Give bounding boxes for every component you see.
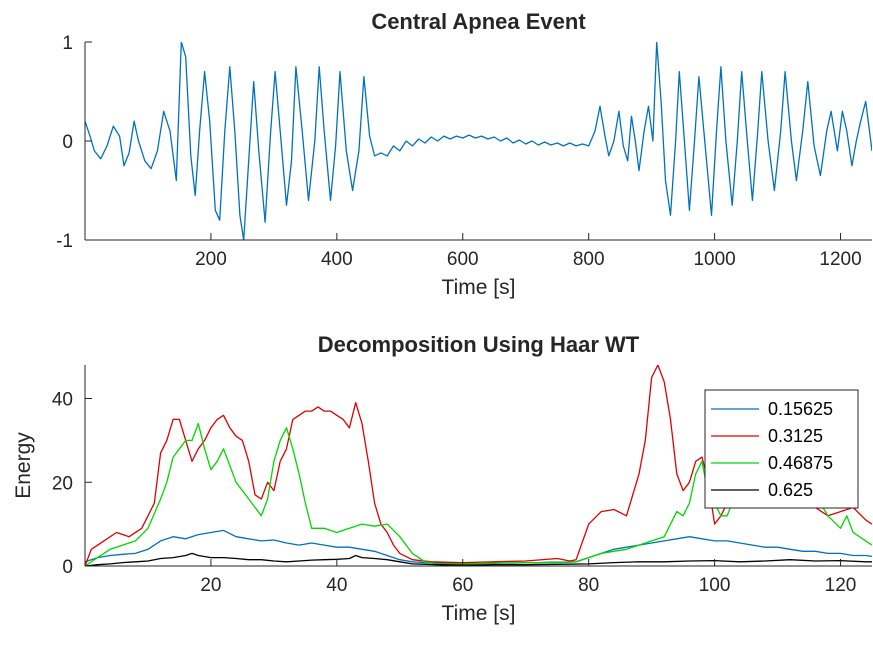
- legend-box: [704, 389, 859, 509]
- x-tick-label: 1200: [819, 249, 861, 270]
- x-tick-label: 80: [578, 575, 599, 596]
- y-tick-label: 40: [52, 390, 73, 411]
- y-tick-label: 1: [62, 33, 73, 54]
- bottom-chart-haar-decomposition: Decomposition Using Haar WT 20 40 60 80 100 12…: [12, 332, 872, 625]
- x-tick-label: 40: [326, 575, 347, 596]
- chart-title: Central Apnea Event: [371, 9, 586, 34]
- legend: 0.15625 0.3125 0.46875 0.625: [704, 389, 859, 509]
- x-tick-label: 600: [447, 249, 479, 270]
- legend-label: 0.46875: [768, 453, 833, 473]
- y-tick-label: 0: [62, 132, 73, 153]
- series-group: [85, 42, 872, 240]
- x-tick-label: 120: [825, 575, 857, 596]
- series-line-0: [85, 42, 872, 240]
- top-chart-central-apnea: Central Apnea Event 200 400 600 800 1000 1200 -…: [56, 9, 872, 299]
- x-axis-label: Time [s]: [442, 276, 516, 299]
- legend-label: 0.15625: [768, 399, 833, 419]
- chart-title: Decomposition Using Haar WT: [318, 332, 640, 357]
- x-tick-label: 60: [452, 575, 473, 596]
- x-tick-label: 20: [200, 575, 221, 596]
- x-tick-label: 200: [195, 249, 227, 270]
- y-axis-label: Energy: [12, 432, 35, 499]
- legend-label: 0.625: [768, 480, 813, 500]
- y-tick-label: -1: [56, 231, 73, 252]
- series-line-0-15625: [85, 529, 872, 565]
- x-tick-label: 100: [699, 575, 731, 596]
- x-axis-label: Time [s]: [442, 602, 516, 625]
- x-tick-label: 400: [321, 249, 353, 270]
- y-tick-label: 20: [52, 473, 73, 494]
- legend-label: 0.3125: [768, 426, 823, 446]
- y-tick-label: 0: [62, 557, 73, 578]
- x-tick-label: 1000: [693, 249, 735, 270]
- x-tick-label: 800: [573, 249, 605, 270]
- series-line-0-625: [85, 552, 872, 566]
- series-line-0-3125: [85, 365, 872, 566]
